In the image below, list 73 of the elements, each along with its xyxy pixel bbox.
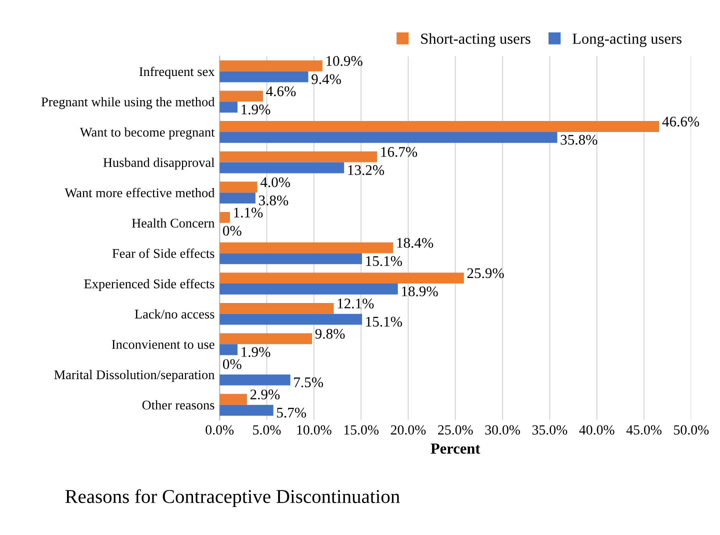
data-label: 18.4% bbox=[397, 238, 434, 248]
x-tick-label: 50.0% bbox=[674, 425, 709, 435]
legend-label: Long-acting users bbox=[572, 34, 682, 48]
x-tick-label: 40.0% bbox=[579, 425, 614, 435]
bar bbox=[220, 90, 263, 102]
x-tick-label: 30.0% bbox=[485, 425, 520, 435]
data-label: 5.7% bbox=[277, 408, 306, 418]
data-label: 13.2% bbox=[348, 165, 384, 176]
data-label: 18.9% bbox=[402, 286, 438, 296]
data-label: 1.9% bbox=[242, 347, 270, 357]
x-tick-label: 45.0% bbox=[626, 425, 662, 435]
data-label: 46.6% bbox=[662, 116, 700, 127]
bar bbox=[220, 102, 238, 113]
y-tick-label: Want more effective method bbox=[64, 188, 215, 198]
data-label: 0% bbox=[222, 359, 242, 370]
data-label: 1.1% bbox=[234, 208, 263, 218]
data-label: 12.1% bbox=[338, 298, 374, 308]
data-label: 10.9% bbox=[326, 56, 362, 66]
x-tick-label: 10.0% bbox=[297, 425, 332, 435]
data-label: 9.8% bbox=[315, 328, 345, 339]
data-label: 15.1% bbox=[366, 316, 402, 327]
x-tick-label: 35.0% bbox=[532, 425, 568, 435]
bar bbox=[220, 394, 247, 405]
x-tick-label: 25.0% bbox=[438, 425, 473, 435]
text: Reasons for Contraceptive Discontinuation bbox=[65, 489, 400, 508]
y-tick-label: Other reasons bbox=[142, 400, 214, 410]
bar bbox=[220, 302, 334, 314]
x-tick-label: 5.0% bbox=[253, 425, 281, 435]
y-tick-label: Experienced Side effects bbox=[84, 278, 214, 292]
bar bbox=[220, 132, 558, 143]
data-label: 1.9% bbox=[242, 104, 270, 114]
data-label: 2.9% bbox=[250, 390, 280, 400]
data-label: 25.9% bbox=[467, 268, 504, 278]
y-tick-label: Inconvienent to use bbox=[112, 340, 214, 349]
bar bbox=[220, 344, 238, 356]
y-tick-label: Infrequent sex bbox=[139, 66, 215, 79]
legend-label: Short-acting users bbox=[421, 33, 530, 48]
y-tick-label: Pregnant while using the method bbox=[41, 97, 215, 110]
y-tick-label: Marital Dissolution/separation bbox=[54, 370, 215, 382]
bar bbox=[220, 162, 344, 174]
data-label: 15.1% bbox=[366, 256, 402, 266]
y-tick-label: Husband disapproval bbox=[103, 158, 214, 170]
data-label: 7.5% bbox=[294, 377, 324, 388]
data-label: 3.8% bbox=[258, 196, 288, 206]
y-tick-label: Fear of Side effects bbox=[112, 248, 214, 258]
y-tick-label: Health Concern bbox=[132, 218, 215, 228]
bar bbox=[220, 212, 230, 223]
bar bbox=[220, 121, 660, 132]
bar bbox=[220, 272, 464, 284]
y-tick-label: Lack/no access bbox=[134, 309, 214, 319]
x-tick-label: 20.0% bbox=[390, 425, 426, 435]
bar bbox=[220, 71, 308, 82]
data-label: 4.6% bbox=[266, 86, 296, 96]
bar bbox=[220, 242, 394, 254]
x-tick-label: 0.0% bbox=[206, 425, 234, 435]
bar bbox=[220, 333, 312, 344]
data-label: 16.7% bbox=[381, 146, 418, 157]
y-tick-label: Want to become pregnant bbox=[80, 127, 215, 140]
bar bbox=[220, 151, 378, 162]
bar bbox=[220, 182, 258, 193]
bar bbox=[220, 374, 290, 386]
data-label: 9.4% bbox=[312, 74, 341, 84]
bar bbox=[220, 314, 362, 325]
bar bbox=[220, 284, 398, 294]
data-label: 0% bbox=[222, 226, 242, 236]
data-label: 35.8% bbox=[560, 134, 598, 145]
data-label: 4.0% bbox=[260, 177, 290, 188]
bar bbox=[220, 253, 362, 264]
bar bbox=[220, 192, 256, 204]
bar bbox=[220, 404, 274, 416]
x-tick-label: 15.0% bbox=[344, 425, 379, 435]
bar bbox=[220, 60, 322, 72]
x-axis-title: Percent bbox=[430, 444, 480, 454]
